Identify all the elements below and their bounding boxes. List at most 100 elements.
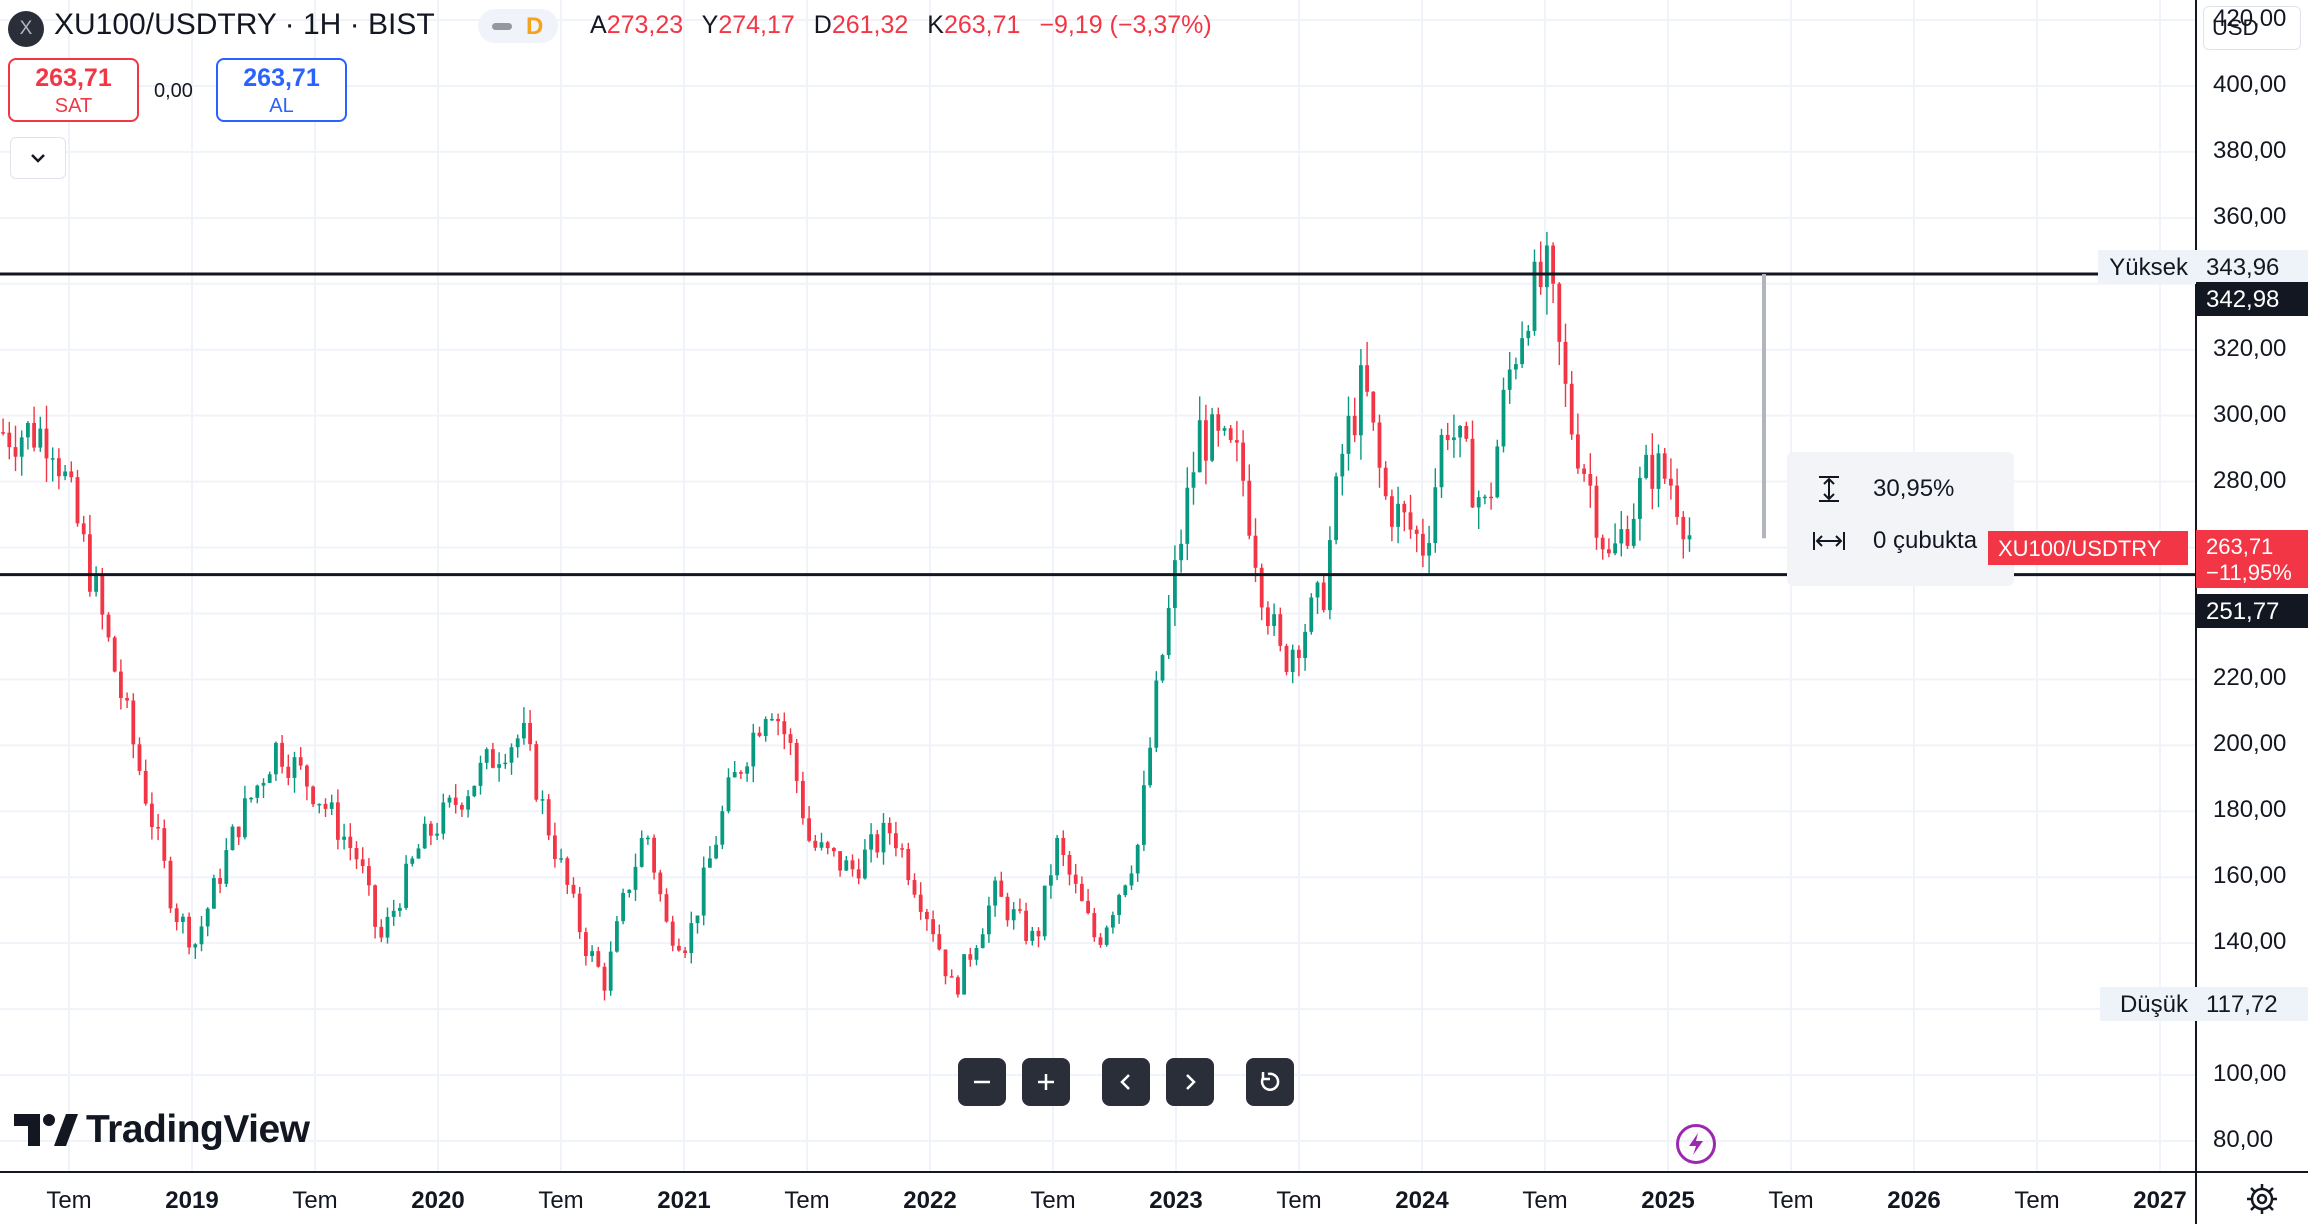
candle-body [1030,930,1035,941]
measure-percent: 30,95% [1873,475,1955,502]
time-axis-year: 2020 [411,1187,465,1214]
time-axis-month: Tem [1030,1187,1076,1214]
candle-body [1067,854,1072,875]
candle-body [1160,655,1165,681]
candle-body [205,908,210,927]
candle-body [925,911,929,920]
candle-body [398,907,402,911]
candle-body [1259,567,1264,608]
candle-body [125,698,129,701]
candle-body [1532,261,1537,331]
time-axis-year: 2023 [1149,1187,1203,1214]
sell-label: SAT [54,95,93,117]
candle-body [1650,454,1655,489]
candle-body [652,837,656,873]
candle-body [794,742,799,781]
candle-body [422,823,427,849]
candle-body [813,840,818,848]
lightning-icon [1689,1133,1703,1155]
upper-line-tag: 342,98 [2196,282,2308,316]
candle-body [466,796,470,810]
candle-body [32,422,36,448]
candle-body [1569,383,1574,435]
session-toggle[interactable]: D [478,9,558,43]
candle-body [838,851,842,871]
buy-button[interactable]: 263,71 AL [216,58,347,122]
candle-body [1520,338,1524,365]
candle-body [732,772,737,778]
candle-body [497,764,501,768]
candle-body [1061,837,1066,855]
candle-body [1414,529,1419,534]
candle-body [1346,415,1351,454]
candle-body [1278,614,1283,646]
candle-body [1594,485,1599,538]
candle-body [404,863,408,908]
candle-body [608,951,613,991]
candle-body [1507,369,1512,390]
time-axis-month: Tem [784,1187,830,1214]
zoom-out-button[interactable] [958,1058,1006,1106]
candle-body [1228,428,1233,441]
buy-label: AL [269,95,294,117]
measure-bars: 0 çubukta [1873,527,1978,554]
price-axis-label: 400,00 [2213,70,2287,98]
time-axis-year: 2022 [903,1187,957,1214]
candle-body [906,848,911,881]
sell-button[interactable]: 263,71 SAT [8,58,139,122]
sell-price: 263,71 [35,64,112,92]
scroll-right-icon [1186,1074,1196,1090]
time-axis-year: 2019 [165,1187,219,1214]
current-symbol-label: XU100/USDTRY [1988,531,2188,565]
candle-body [1042,885,1047,937]
symbol-logo[interactable]: X [8,11,44,47]
candle-body [1551,245,1555,284]
candle-body [1582,468,1586,474]
symbol-title[interactable]: XU100/USDTRY · 1H · BIST [54,8,435,41]
collapse-button[interactable] [10,137,66,179]
reset-button[interactable] [1246,1058,1294,1106]
time-axis-year: 2021 [657,1187,711,1214]
candle-body [900,848,904,850]
gear-icon[interactable] [2245,1182,2279,1216]
lower-line-tag: 251,77 [2196,594,2308,628]
price-axis-label: 360,00 [2213,202,2287,230]
candle-body [1135,844,1140,874]
candle-body [596,951,601,967]
candle-body [770,718,774,721]
horizontal-range-icon [1813,532,1845,550]
candle-body [1576,434,1580,469]
candle-body [1526,330,1531,339]
scroll-left-button[interactable] [1102,1058,1150,1106]
change-value: −9,19 (−3,37%) [1039,11,1212,39]
price-axis-label: 180,00 [2213,796,2287,824]
zoom-in-button[interactable] [1022,1058,1070,1106]
candle-body [373,885,377,927]
price-axis-label: 320,00 [2213,334,2287,362]
candle-body [429,823,433,836]
candle-body [81,523,86,535]
candle-body [441,802,446,834]
candle-body [993,880,997,906]
candle-body [1005,896,1010,921]
candle-body [453,797,458,805]
price-axis-label: 160,00 [2213,862,2287,890]
candle-body [1,432,5,434]
candle-body [410,858,415,864]
currency-select[interactable]: USD [2203,6,2301,50]
candle-body [1458,425,1462,438]
scroll-right-button[interactable] [1166,1058,1214,1106]
candle-body [1656,453,1661,489]
candle-body [447,797,452,803]
candle-body [1421,533,1425,556]
candle-body [726,777,731,812]
candle-body [472,785,477,797]
candle-body [1123,885,1128,896]
flash-button[interactable] [1676,1124,1716,1164]
candle-body [863,849,867,879]
tradingview-logo[interactable]: TradingView [14,1108,310,1152]
candle-body [1600,537,1605,550]
candle-body [298,757,303,766]
candle-body [391,910,396,917]
